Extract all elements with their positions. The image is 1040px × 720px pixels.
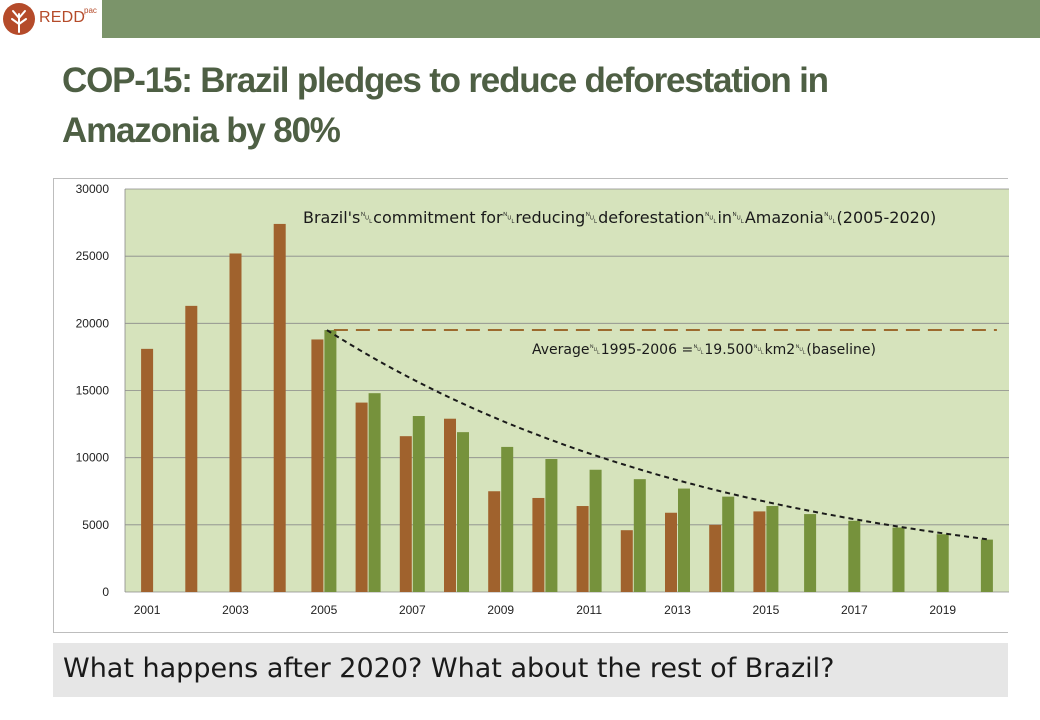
target-bar [589, 469, 602, 592]
observed-bar [620, 530, 633, 592]
target-bar [501, 446, 514, 592]
observed-bar [709, 524, 722, 592]
x-tick-label: 2005 [311, 603, 338, 617]
target-bar [848, 520, 861, 592]
footer-question: What happens after 2020? What about the … [63, 653, 835, 684]
observed-bar [399, 436, 412, 592]
logo: REDD pac [0, 0, 102, 38]
x-tick-label: 2019 [929, 603, 956, 617]
footer-box: What happens after 2020? What about the … [53, 643, 1008, 697]
target-bar [892, 527, 905, 592]
observed-bar [311, 339, 324, 592]
target-bar [936, 534, 949, 592]
target-bar [412, 416, 425, 592]
header-bar: REDD pac [0, 0, 1040, 38]
target-bar [804, 514, 817, 592]
target-bar [545, 459, 558, 592]
baseline-annotation: Average␀1995-2006 =␀19.500␀km2␀(baseline… [532, 342, 876, 358]
y-tick-label: 20000 [76, 316, 110, 330]
observed-bar [576, 506, 589, 592]
logo-superscript: pac [84, 6, 97, 15]
title-line-2: Amazonia by 80% [62, 111, 341, 150]
logo-text: REDD [39, 9, 86, 26]
x-tick-label: 2013 [664, 603, 691, 617]
deforestation-chart: 0 5000 10000 15000 20000 25000 30000 2001 2003 20… [76, 182, 1009, 617]
target-bar [722, 496, 735, 592]
x-tick-label: 2001 [134, 603, 161, 617]
target-bar [678, 488, 690, 592]
chart-container: 0 5000 10000 15000 20000 25000 30000 2001 2003 20… [53, 178, 1009, 633]
target-bar [324, 330, 337, 592]
observed-bar [355, 402, 368, 592]
x-tick-label: 2017 [841, 603, 868, 617]
x-tick-label: 2015 [753, 603, 780, 617]
observed-bar [444, 418, 456, 592]
leaf-emblem-icon [3, 3, 35, 35]
y-tick-label: 10000 [76, 451, 110, 465]
trend-line [326, 329, 991, 541]
page-title: COP-15: Brazil pledges to reduce defores… [62, 56, 962, 156]
observed-bar [185, 305, 198, 592]
x-tick-label: 2003 [222, 603, 249, 617]
observed-bar [665, 512, 677, 592]
y-tick-label: 5000 [82, 518, 109, 532]
observed-bar [273, 223, 286, 592]
observed-bar [532, 497, 545, 592]
y-tick-label: 30000 [76, 182, 110, 196]
x-tick-label: 2007 [399, 603, 426, 617]
observed-bar [229, 253, 242, 592]
title-line-1: COP-15: Brazil pledges to reduce defores… [62, 61, 829, 100]
target-bar [457, 432, 469, 592]
target-bar [980, 539, 993, 592]
x-tick-label: 2009 [487, 603, 514, 617]
y-tick-label: 15000 [76, 384, 110, 398]
y-tick-label: 25000 [76, 249, 110, 263]
observed-bar [141, 348, 154, 592]
target-bar [368, 393, 381, 592]
y-tick-label: 0 [102, 585, 109, 599]
x-tick-label: 2011 [576, 603, 602, 617]
target-bar [633, 479, 646, 592]
observed-bar [753, 511, 766, 592]
observed-bar [488, 491, 501, 592]
target-bar [766, 506, 779, 592]
commitment-annotation: Brazil's␀commitment for␀reducing␀defores… [303, 208, 936, 227]
